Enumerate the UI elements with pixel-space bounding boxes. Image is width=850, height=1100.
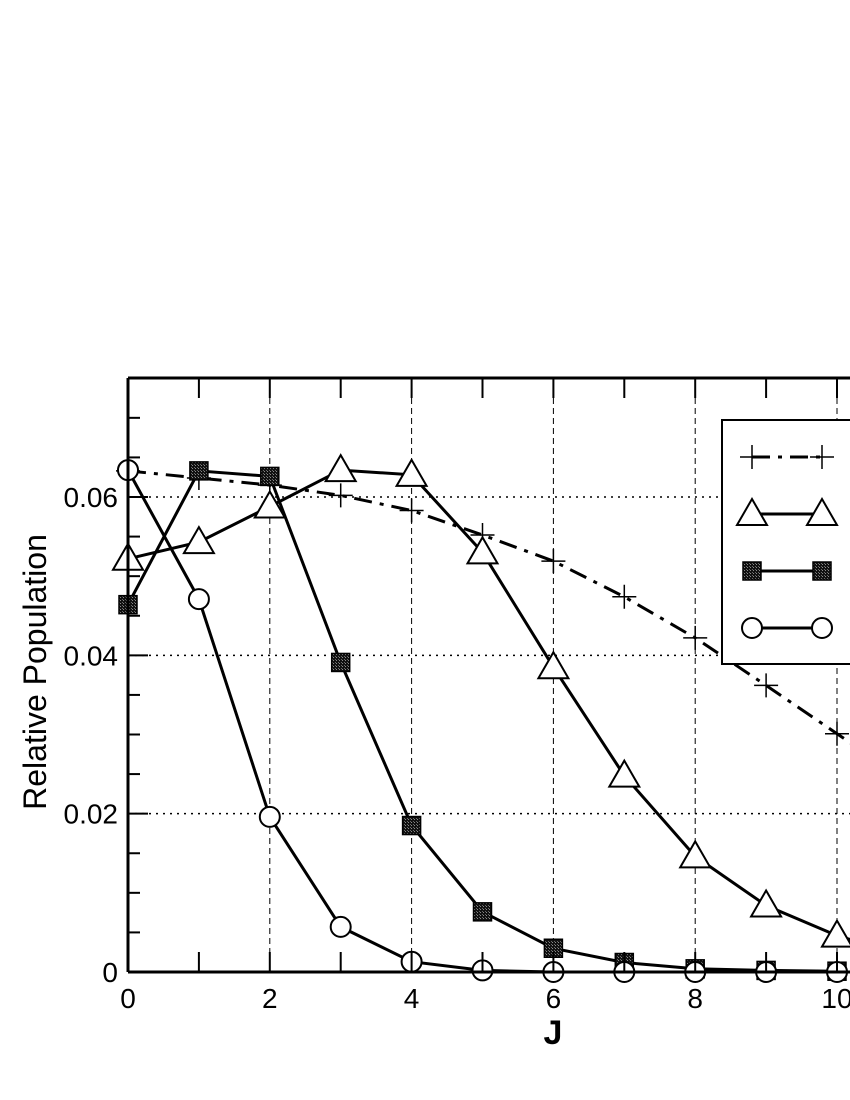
- circle-marker: [187, 588, 210, 611]
- series-line: [127, 469, 850, 745]
- y-tick-label: 0: [102, 957, 118, 988]
- triangle-marker: [536, 650, 571, 680]
- triangle-marker: [805, 496, 839, 526]
- x-tick-label: 4: [404, 983, 420, 1014]
- plus-marker: [399, 498, 424, 523]
- plus-marker: [541, 549, 566, 574]
- y-axis-title: Relative Population: [17, 534, 53, 810]
- triangle-marker: [607, 758, 642, 788]
- y-tick-label: 0.02: [64, 799, 119, 830]
- y-tick-label: 0.06: [64, 482, 119, 513]
- triangle-marker: [253, 489, 287, 519]
- legend: [721, 419, 850, 665]
- triangle-marker: [820, 918, 850, 948]
- series-triangle: [111, 453, 850, 948]
- tick-labels: 0 2 4 6 8 10 0 0.02 0.04 0.06: [64, 482, 850, 1014]
- x-tick-label: 10: [821, 983, 850, 1014]
- axes: [126, 376, 850, 974]
- triangle-marker: [678, 839, 712, 869]
- x-tick-label: 8: [687, 983, 703, 1014]
- circle-marker: [258, 805, 281, 828]
- x-tick-label: 2: [262, 983, 278, 1014]
- plus-marker: [740, 445, 764, 469]
- triangle-marker: [182, 525, 216, 555]
- grid-lines: [128, 378, 850, 972]
- x-tick-label: 6: [546, 983, 562, 1014]
- square-marker: [742, 561, 762, 581]
- square-marker: [330, 652, 351, 673]
- plus-marker: [328, 483, 353, 508]
- triangle-marker: [323, 453, 358, 483]
- plus-marker: [683, 625, 708, 650]
- circle-marker: [741, 617, 763, 639]
- triangle-marker: [465, 535, 500, 565]
- square-marker: [812, 561, 832, 581]
- square-marker: [472, 902, 493, 922]
- square-marker: [401, 815, 422, 836]
- plus-marker: [825, 721, 849, 746]
- plus-marker: [810, 445, 834, 469]
- circle-marker: [811, 617, 833, 639]
- x-tick-label: 0: [120, 983, 136, 1014]
- circle-marker: [329, 915, 352, 938]
- y-tick-label: 0.04: [64, 640, 119, 671]
- plus-marker: [754, 673, 779, 698]
- triangle-marker: [749, 888, 783, 918]
- plus-marker: [612, 584, 637, 609]
- triangle-marker: [735, 496, 769, 526]
- square-marker: [260, 466, 280, 487]
- square-marker: [189, 461, 209, 481]
- x-axis-title: J: [544, 1014, 563, 1052]
- triangle-marker: [394, 457, 429, 487]
